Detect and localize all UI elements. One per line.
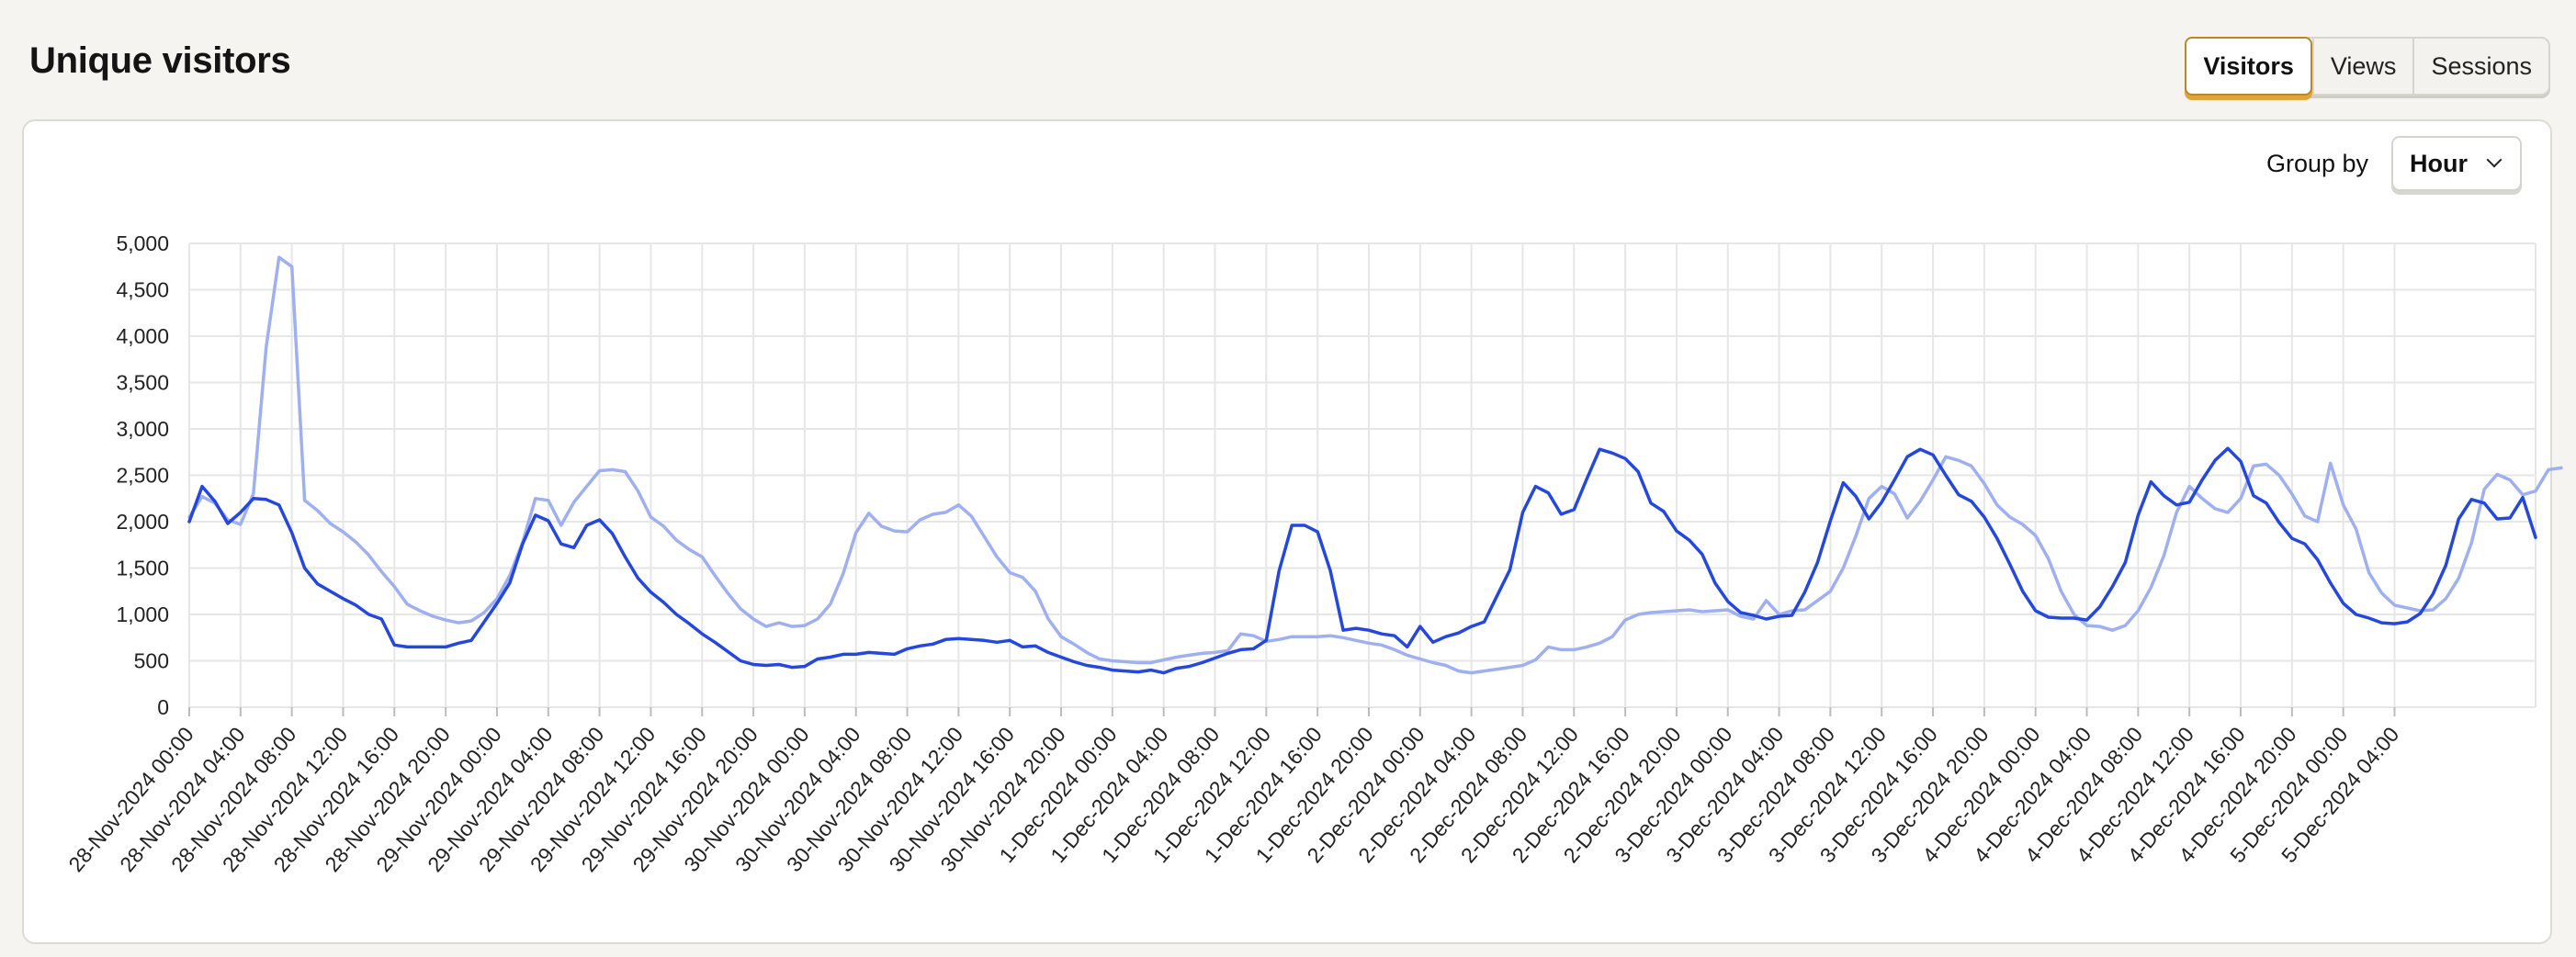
y-tick-label: 3,500 bbox=[116, 371, 169, 395]
tab-visitors[interactable]: Visitors bbox=[2185, 37, 2312, 96]
y-tick-label: 3,000 bbox=[116, 417, 169, 441]
y-tick-label: 4,000 bbox=[116, 324, 169, 348]
y-tick-label: 2,000 bbox=[116, 510, 169, 534]
chart-card bbox=[22, 119, 2552, 944]
y-axis-ticks: 0 500 1,000 1,500 2,000 2,500 3,000 3,500 4,000 4… bbox=[116, 231, 169, 719]
tab-sessions[interactable]: Sessions bbox=[2412, 39, 2548, 94]
tab-views[interactable]: Views bbox=[2311, 39, 2413, 94]
group-by-select[interactable]: Hour bbox=[2391, 136, 2522, 191]
y-tick-label: 0 bbox=[157, 695, 169, 719]
current-series-line bbox=[187, 446, 2537, 675]
y-tick-label: 5,000 bbox=[116, 231, 169, 255]
group-by-value: Hour bbox=[2410, 149, 2468, 177]
chart-series bbox=[187, 255, 2563, 675]
y-tick-label: 500 bbox=[134, 649, 169, 673]
previous-series-line bbox=[187, 255, 2563, 675]
group-by-label: Group by bbox=[2266, 150, 2369, 177]
chart-gridlines bbox=[188, 242, 2536, 708]
y-tick-label: 1,500 bbox=[116, 557, 169, 580]
y-tick-label: 1,000 bbox=[116, 602, 169, 626]
chevron-down-icon bbox=[2486, 152, 2503, 168]
metric-tabs: Visitors Views Sessions bbox=[2185, 37, 2550, 96]
page-title: Unique visitors bbox=[29, 40, 291, 81]
y-tick-label: 4,500 bbox=[116, 278, 169, 302]
y-tick-label: 2,500 bbox=[116, 464, 169, 488]
